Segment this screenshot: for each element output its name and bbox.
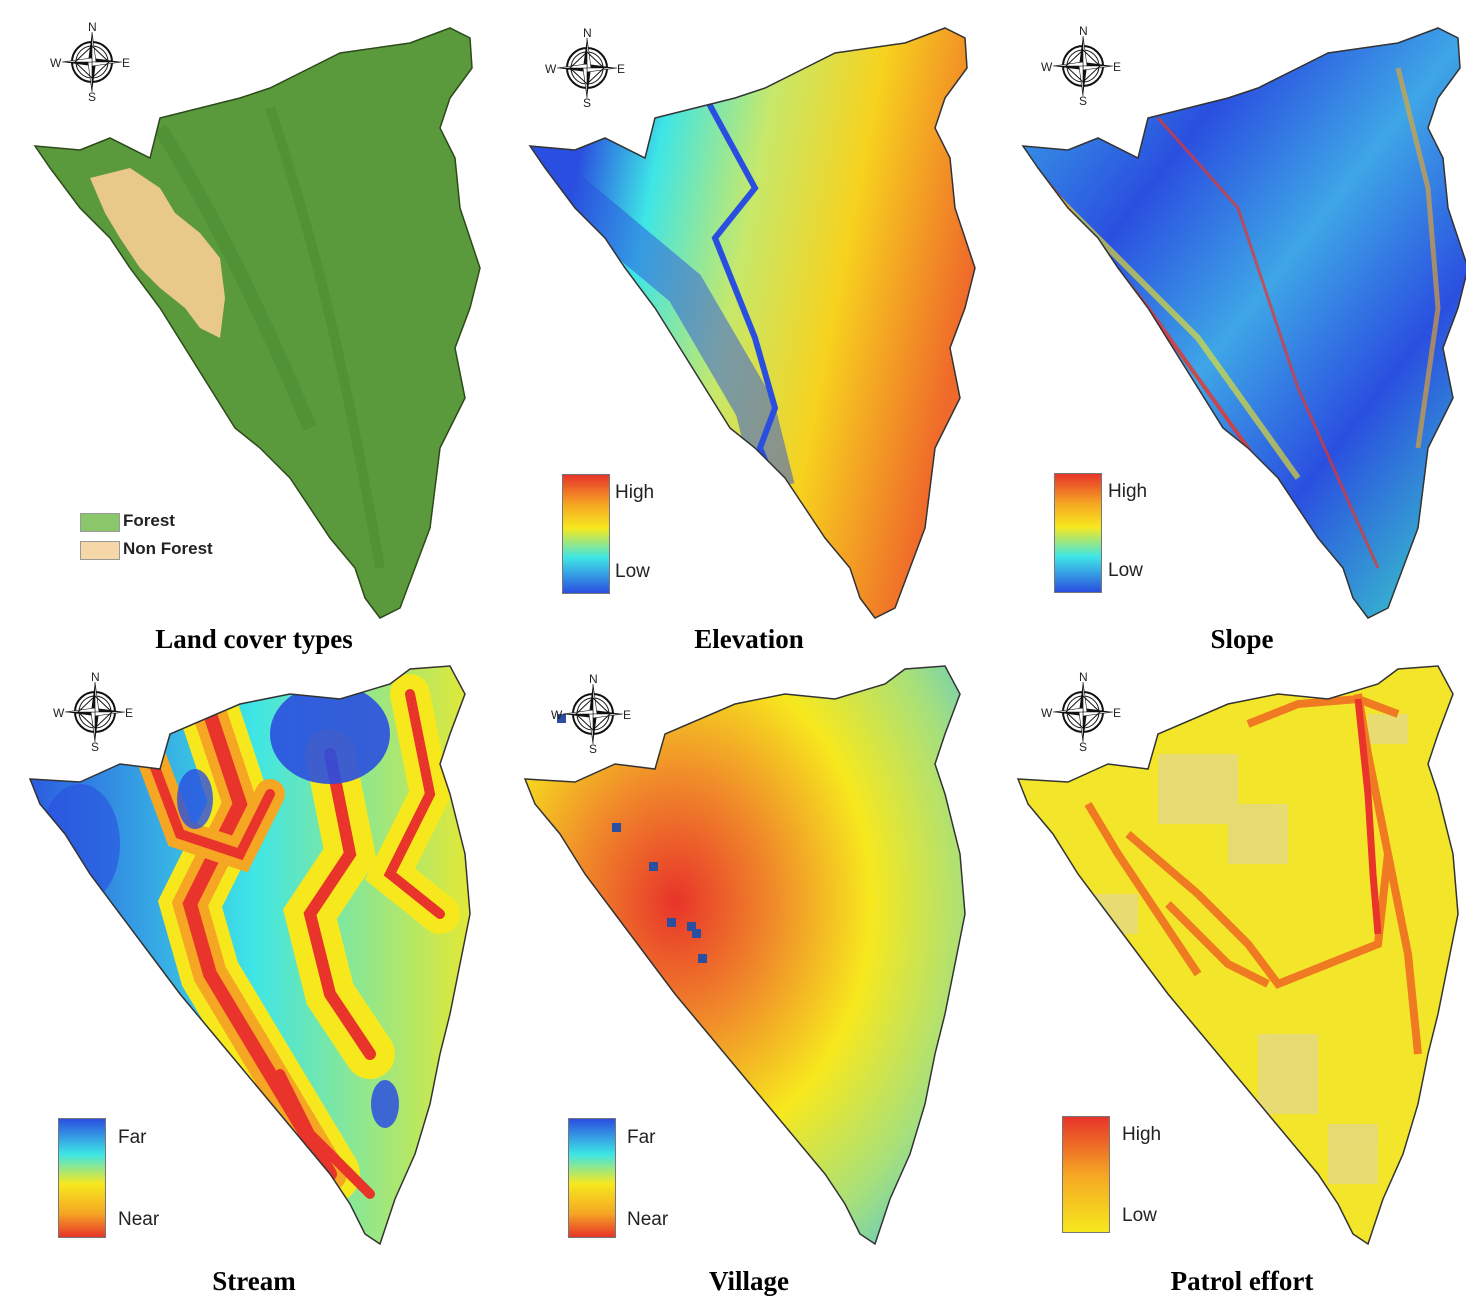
caption-patrol-effort: Patrol effort	[1170, 1266, 1314, 1296]
compass-w: W	[551, 708, 563, 722]
legend-ramp-elevation	[562, 474, 610, 594]
compass-n: N	[589, 672, 598, 686]
legend-low: Low	[615, 561, 650, 582]
legend-swatch-non-forest	[80, 541, 120, 560]
village-marker	[667, 918, 676, 927]
village-marker	[649, 862, 658, 871]
village-marker	[612, 823, 621, 832]
legend-swatch-forest	[80, 513, 120, 532]
legend-high: High	[1108, 481, 1148, 502]
village-markers	[557, 714, 707, 963]
compass-e: E	[1113, 60, 1122, 74]
caption-land-cover: Land cover types	[155, 624, 353, 654]
compass-w: W	[545, 62, 557, 76]
panel-village: N S E W Far Near Village	[505, 654, 993, 1304]
legend-ramp-village	[568, 1118, 616, 1238]
legend-far: Far	[118, 1127, 147, 1148]
legend-high: High	[615, 482, 655, 503]
legend-near: Near	[118, 1209, 160, 1230]
legend-ramp-stream	[58, 1118, 106, 1238]
compass-n: N	[88, 20, 97, 34]
panel-elevation: N S E W High Low Elevation	[505, 8, 993, 658]
non-forest-area	[90, 168, 225, 338]
compass-w: W	[1041, 706, 1053, 720]
legend-label-forest: Forest	[123, 511, 175, 530]
compass-w: W	[53, 706, 65, 720]
legend-low: Low	[1122, 1205, 1157, 1226]
village-marker	[557, 714, 566, 723]
compass-s: S	[1079, 740, 1088, 754]
compass-s: S	[583, 96, 592, 110]
compass-e: E	[617, 62, 626, 76]
caption-elevation: Elevation	[694, 624, 804, 654]
village-marker	[687, 922, 696, 931]
compass-s: S	[1079, 94, 1088, 108]
caption-village: Village	[709, 1266, 789, 1296]
patrol-effort-map	[1016, 665, 1459, 1246]
compass-s: S	[91, 740, 100, 754]
panel-slope: N S E W High Low Slope	[998, 8, 1466, 658]
compass-n: N	[1079, 670, 1088, 684]
compass-e: E	[122, 56, 131, 70]
legend-ramp-slope	[1054, 473, 1102, 593]
legend-high: High	[1122, 1124, 1162, 1145]
compass-e: E	[125, 706, 134, 720]
compass-s: S	[88, 90, 97, 104]
compass-n: N	[91, 670, 100, 684]
caption-stream: Stream	[212, 1266, 296, 1296]
compass-w: W	[1041, 60, 1053, 74]
panel-patrol-effort: N S E W High Low Patrol effort	[998, 654, 1466, 1304]
compass-n: N	[1079, 24, 1088, 38]
village-marker	[692, 929, 701, 938]
compass-n: N	[583, 26, 592, 40]
village-map	[523, 665, 966, 1246]
legend-low: Low	[1108, 560, 1143, 581]
compass-w: W	[50, 56, 62, 70]
caption-slope: Slope	[1210, 624, 1274, 654]
legend-ramp-patrol	[1062, 1116, 1110, 1233]
panel-land-cover: N S E W Forest Non Forest Land cover typ…	[10, 8, 498, 658]
panel-stream: N S E W Far Near Stream	[10, 654, 498, 1304]
legend-near: Near	[627, 1209, 669, 1230]
compass-e: E	[623, 708, 632, 722]
legend-label-non-forest: Non Forest	[123, 539, 213, 558]
compass-e: E	[1113, 706, 1122, 720]
legend-far: Far	[627, 1127, 656, 1148]
compass-s: S	[589, 742, 598, 756]
village-marker	[698, 954, 707, 963]
